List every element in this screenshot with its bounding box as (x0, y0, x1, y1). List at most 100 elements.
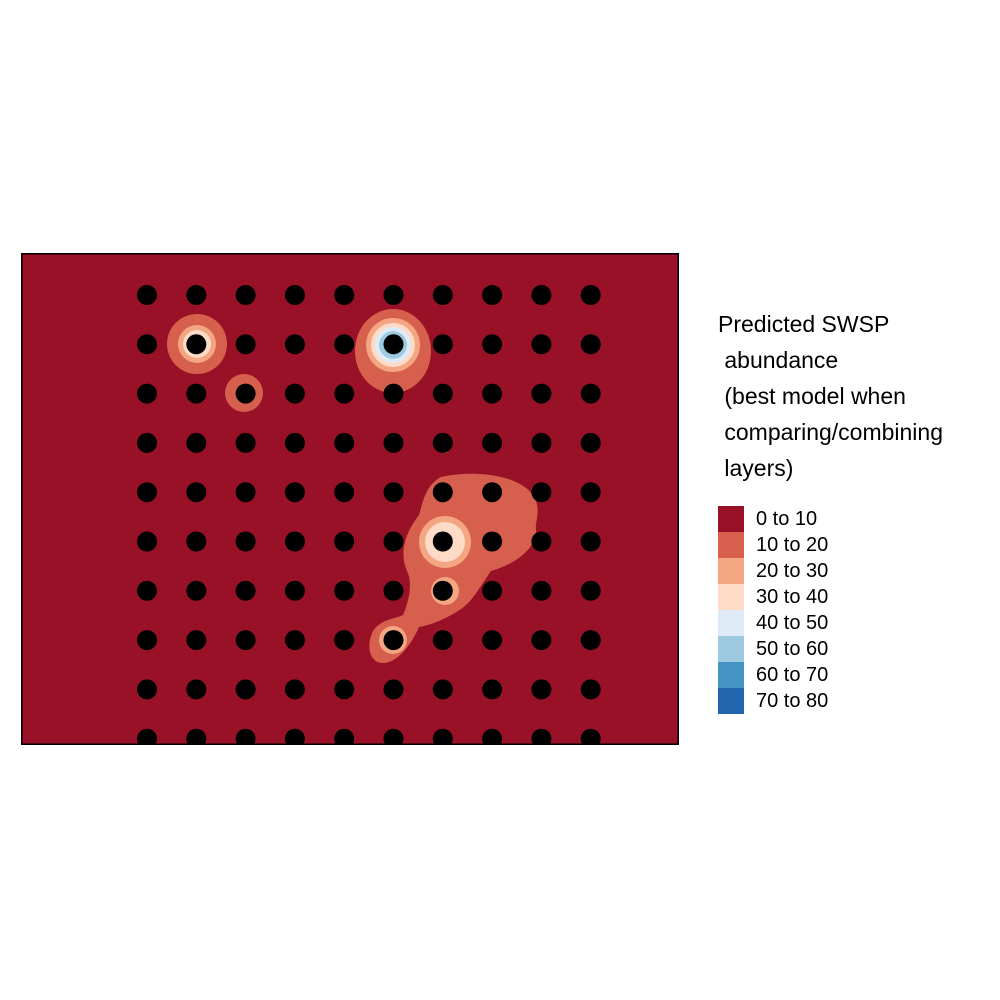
survey-point (186, 531, 207, 552)
legend-title: Predicted SWSP abundance (best model whe… (718, 306, 998, 486)
survey-point (531, 531, 552, 552)
legend-swatch (718, 532, 744, 558)
survey-point (186, 580, 207, 601)
survey-point (432, 728, 453, 745)
survey-point (482, 285, 503, 305)
legend-swatch (718, 584, 744, 610)
survey-point (284, 728, 305, 745)
survey-point (580, 334, 601, 355)
survey-point (186, 383, 207, 404)
survey-point (531, 630, 552, 651)
legend: Predicted SWSP abundance (best model whe… (718, 306, 998, 714)
survey-point (137, 580, 157, 601)
survey-point (432, 679, 453, 700)
survey-point (235, 482, 256, 503)
survey-point (383, 334, 404, 355)
survey-point (137, 679, 157, 700)
survey-point (284, 679, 305, 700)
legend-label: 40 to 50 (756, 611, 829, 634)
survey-point (383, 728, 404, 745)
survey-point (383, 531, 404, 552)
survey-point (531, 285, 552, 305)
legend-item: 0 to 10 (718, 506, 998, 532)
survey-point (235, 728, 256, 745)
legend-swatch (718, 636, 744, 662)
survey-point (284, 531, 305, 552)
survey-point (531, 728, 552, 745)
survey-point (235, 630, 256, 651)
legend-title-line: layers) (718, 455, 794, 481)
survey-point (580, 679, 601, 700)
survey-point (383, 285, 404, 305)
legend-item: 60 to 70 (718, 662, 998, 688)
legend-swatch (718, 688, 744, 714)
survey-point (334, 334, 355, 355)
survey-point (432, 580, 453, 601)
survey-point (186, 728, 207, 745)
survey-point (432, 531, 453, 552)
survey-point (334, 580, 355, 601)
legend-title-line: comparing/combining (718, 419, 944, 445)
survey-point (482, 334, 503, 355)
legend-label: 30 to 40 (756, 585, 829, 608)
survey-point (334, 383, 355, 404)
survey-point (531, 580, 552, 601)
survey-point (137, 383, 157, 404)
survey-point (334, 630, 355, 651)
survey-point (482, 482, 503, 503)
legend-title-line: Predicted SWSP (718, 311, 890, 337)
legend-label: 0 to 10 (756, 507, 818, 530)
survey-point (383, 580, 404, 601)
survey-point (531, 334, 552, 355)
survey-point (235, 334, 256, 355)
legend-swatch (718, 610, 744, 636)
survey-point (186, 679, 207, 700)
survey-point (334, 432, 355, 453)
survey-point (235, 432, 256, 453)
abundance-hotspots (167, 309, 538, 663)
survey-point (580, 383, 601, 404)
legend-label: 60 to 70 (756, 663, 829, 686)
survey-point (531, 432, 552, 453)
survey-point (137, 531, 157, 552)
survey-point (580, 728, 601, 745)
survey-point (580, 482, 601, 503)
survey-point (235, 679, 256, 700)
survey-point (383, 432, 404, 453)
survey-point (383, 482, 404, 503)
survey-point (284, 383, 305, 404)
map-panel (21, 253, 679, 745)
legend-keys: 0 to 10 10 to 20 20 to 30 30 to 40 40 to 50 5… (718, 506, 998, 714)
survey-point (482, 728, 503, 745)
survey-point (432, 630, 453, 651)
survey-point (186, 432, 207, 453)
legend-label: 50 to 60 (756, 637, 829, 660)
survey-point (186, 334, 207, 355)
survey-point (137, 285, 157, 305)
survey-point (334, 679, 355, 700)
survey-point (482, 432, 503, 453)
survey-point (432, 432, 453, 453)
survey-point (482, 679, 503, 700)
survey-point (334, 482, 355, 503)
legend-item: 30 to 40 (718, 584, 998, 610)
survey-point (482, 630, 503, 651)
survey-point (235, 285, 256, 305)
legend-swatch (718, 506, 744, 532)
survey-point (137, 334, 157, 355)
survey-point (383, 383, 404, 404)
survey-point (531, 679, 552, 700)
survey-point (235, 383, 256, 404)
map-border (21, 253, 679, 745)
legend-item: 70 to 80 (718, 688, 998, 714)
survey-point (383, 630, 404, 651)
survey-point (580, 285, 601, 305)
survey-point (482, 383, 503, 404)
survey-point (580, 531, 601, 552)
survey-point (580, 580, 601, 601)
legend-title-line: abundance (718, 347, 839, 373)
survey-point (284, 432, 305, 453)
survey-point (580, 630, 601, 651)
survey-point (235, 531, 256, 552)
survey-point (432, 334, 453, 355)
